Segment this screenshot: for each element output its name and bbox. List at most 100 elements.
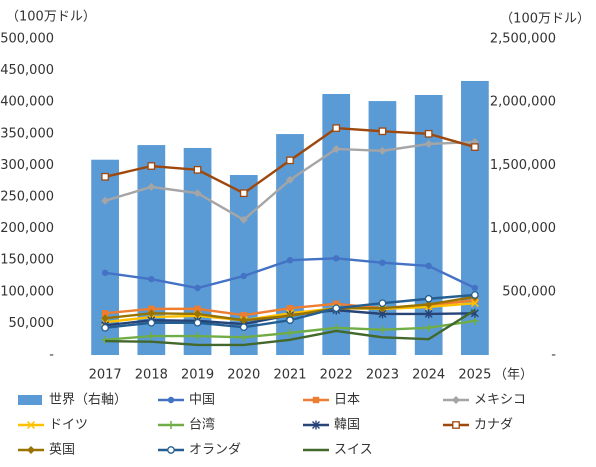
point bbox=[333, 300, 340, 308]
legend-label: 世界（右軸） bbox=[49, 393, 127, 408]
x-tick-label: 2018 bbox=[135, 368, 168, 383]
point bbox=[147, 162, 156, 170]
x-tick-label: 2017 bbox=[89, 368, 122, 383]
point bbox=[101, 196, 110, 205]
point bbox=[193, 165, 202, 174]
legend-label: カナダ bbox=[474, 418, 513, 433]
point bbox=[286, 316, 294, 325]
point bbox=[378, 127, 387, 136]
x-tick-label: 2024 bbox=[412, 368, 445, 383]
line bbox=[105, 309, 476, 347]
point bbox=[147, 332, 156, 341]
legend-marker bbox=[452, 396, 460, 404]
legend-label: 韓国 bbox=[334, 418, 360, 433]
point bbox=[239, 215, 248, 224]
y2-tick-label: 1,500,000 bbox=[490, 158, 556, 173]
point bbox=[286, 328, 294, 337]
y-tick-label: 50,000 bbox=[9, 316, 55, 331]
legend-swatch bbox=[18, 395, 42, 405]
legend-marker bbox=[167, 446, 175, 454]
point bbox=[471, 291, 479, 299]
point bbox=[101, 335, 110, 344]
x-tick-label: 2019 bbox=[181, 368, 214, 383]
legend-label: オランダ bbox=[189, 443, 241, 458]
y2-tick-label: 1,000,000 bbox=[490, 221, 556, 236]
x-tick-label: 2022 bbox=[320, 368, 353, 383]
x-axis-label: （年） bbox=[494, 368, 533, 383]
y2-tick-label: 2,000,000 bbox=[490, 95, 556, 110]
legend-marker bbox=[452, 421, 460, 429]
legend-label: 中国 bbox=[189, 393, 215, 408]
y-tick-label: 100,000 bbox=[0, 284, 54, 299]
point bbox=[424, 139, 433, 148]
x-tick-label: 2020 bbox=[227, 368, 260, 383]
point bbox=[424, 294, 433, 303]
y-tick-label: 450,000 bbox=[0, 63, 54, 78]
y-tick-label: 500,000 bbox=[0, 32, 54, 47]
point bbox=[239, 189, 248, 198]
point bbox=[239, 333, 248, 342]
point bbox=[378, 146, 387, 155]
point bbox=[424, 323, 433, 332]
point bbox=[240, 272, 247, 280]
legend-label: 英国 bbox=[49, 443, 75, 458]
point bbox=[471, 143, 479, 151]
point bbox=[332, 144, 341, 153]
legend-label: ドイツ bbox=[49, 418, 88, 433]
point bbox=[379, 259, 386, 266]
point bbox=[424, 309, 433, 319]
x-tick-label: 2025 bbox=[458, 368, 491, 383]
point bbox=[378, 299, 387, 308]
point bbox=[101, 314, 110, 323]
y-tick-label: 350,000 bbox=[0, 126, 54, 141]
y-tick-label: 200,000 bbox=[0, 221, 54, 236]
point bbox=[470, 299, 479, 308]
point bbox=[239, 316, 248, 325]
point bbox=[424, 129, 433, 138]
y-axis-label: （100万ドル） bbox=[6, 10, 96, 25]
point bbox=[471, 284, 479, 292]
point bbox=[286, 305, 294, 312]
point bbox=[193, 189, 202, 198]
legend-label: 日本 bbox=[334, 393, 360, 408]
point bbox=[424, 300, 433, 309]
point bbox=[194, 305, 201, 313]
y-tick-label: 300,000 bbox=[0, 158, 54, 173]
point bbox=[332, 304, 341, 313]
y-tick-label: 250,000 bbox=[0, 190, 54, 205]
point bbox=[147, 309, 156, 318]
point bbox=[286, 257, 294, 264]
legend-marker bbox=[312, 396, 320, 404]
y2-axis-label: （100万ドル） bbox=[500, 12, 590, 27]
legend-marker bbox=[167, 421, 175, 429]
point bbox=[332, 124, 341, 132]
point bbox=[425, 262, 432, 270]
point bbox=[101, 310, 109, 317]
point bbox=[194, 284, 201, 292]
point bbox=[193, 332, 202, 341]
point bbox=[148, 275, 155, 283]
point bbox=[147, 182, 156, 191]
point bbox=[333, 255, 340, 262]
point bbox=[286, 175, 294, 184]
y2-tick-label: - bbox=[551, 348, 556, 363]
x-tick-label: 2023 bbox=[366, 368, 399, 383]
legend-label: スイス bbox=[334, 443, 373, 458]
legend-marker bbox=[26, 420, 36, 430]
point bbox=[101, 172, 109, 181]
point bbox=[286, 156, 294, 165]
legend-label: 台湾 bbox=[189, 417, 215, 433]
point bbox=[147, 318, 156, 327]
point bbox=[239, 323, 248, 332]
point bbox=[101, 323, 109, 332]
bar bbox=[322, 93, 351, 355]
point bbox=[193, 318, 202, 327]
point bbox=[378, 325, 387, 334]
point bbox=[240, 311, 247, 319]
legend-label: メキシコ bbox=[474, 393, 526, 408]
point bbox=[148, 305, 155, 313]
legend-marker bbox=[167, 396, 175, 404]
point bbox=[470, 316, 479, 325]
y-tick-label: 400,000 bbox=[0, 95, 54, 110]
